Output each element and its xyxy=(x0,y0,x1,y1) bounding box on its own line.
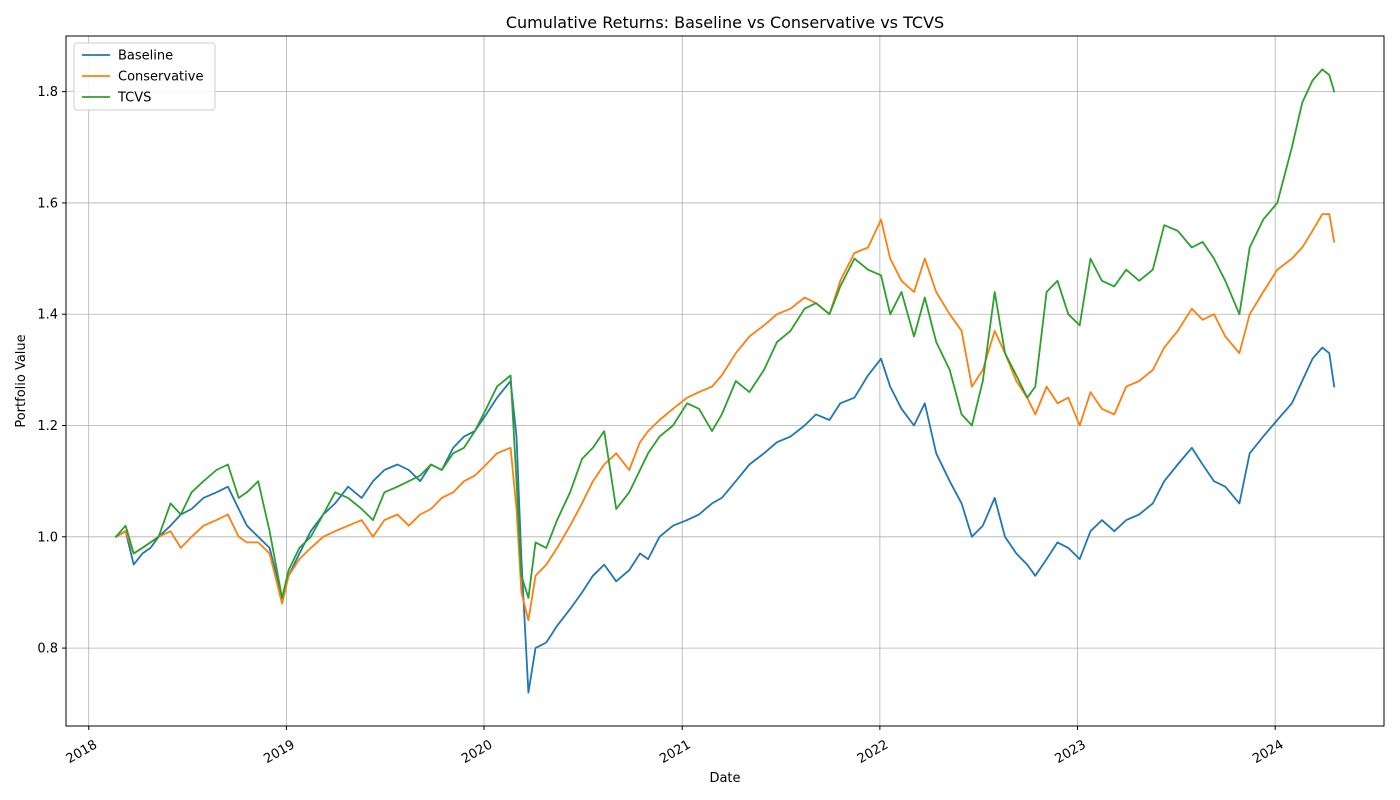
legend-label-tcvs: TCVS xyxy=(117,91,151,106)
y-tick-label: 1.8 xyxy=(37,85,58,100)
plot-frame xyxy=(65,35,1385,727)
series-line-baseline xyxy=(114,346,1336,694)
gridlines xyxy=(66,36,1384,726)
x-tick-label: 2023 xyxy=(1053,737,1089,767)
series-line-conservative xyxy=(114,213,1336,622)
y-tick-label: 1.0 xyxy=(37,530,58,545)
x-tick-label: 2019 xyxy=(261,737,297,767)
y-tick-label: 1.2 xyxy=(37,419,58,434)
x-axis-ticks: 2018 2019 2020 2021 2022 2023 2024 xyxy=(64,726,1286,767)
legend-label-baseline: Baseline xyxy=(118,49,173,64)
y-tick-label: 0.8 xyxy=(37,642,58,657)
x-tick-label: 2020 xyxy=(459,737,495,767)
legend: Baseline Conservative TCVS xyxy=(73,42,216,111)
x-tick-label: 2018 xyxy=(64,737,100,767)
legend-label-conservative: Conservative xyxy=(118,70,203,85)
x-tick-label: 2022 xyxy=(855,737,891,767)
y-tick-label: 1.6 xyxy=(37,196,58,211)
x-axis-title: Date xyxy=(709,771,740,786)
y-axis-title: Portfolio Value xyxy=(14,334,29,427)
x-tick-label: 2021 xyxy=(657,737,693,767)
x-tick-label: 2024 xyxy=(1250,737,1286,767)
series-line-tcvs xyxy=(114,68,1336,599)
chart-title: Cumulative Returns: Baseline vs Conserva… xyxy=(506,13,944,32)
legend-box xyxy=(73,42,216,111)
series-lines xyxy=(114,68,1336,694)
y-axis-ticks: 0.8 1.0 1.2 1.4 1.6 1.8 xyxy=(37,85,66,657)
y-tick-label: 1.4 xyxy=(37,308,58,323)
